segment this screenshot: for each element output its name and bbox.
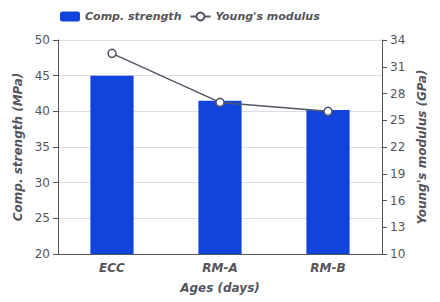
svg-text:Comp. strength (MPa): Comp. strength (MPa) — [11, 73, 25, 221]
svg-text:31: 31 — [390, 60, 405, 74]
svg-text:Young's modulus: Young's modulus — [215, 10, 320, 23]
svg-text:ECC: ECC — [99, 261, 125, 275]
svg-text:20: 20 — [35, 247, 50, 261]
svg-text:22: 22 — [390, 140, 405, 154]
svg-text:16: 16 — [390, 194, 405, 208]
svg-text:RM-B: RM-B — [310, 261, 345, 275]
svg-text:10: 10 — [390, 247, 405, 261]
svg-text:50: 50 — [35, 33, 50, 47]
svg-text:Ages (days): Ages (days) — [179, 281, 260, 295]
svg-text:35: 35 — [35, 140, 50, 154]
svg-text:25: 25 — [35, 211, 50, 225]
svg-text:Comp. strength: Comp. strength — [85, 10, 182, 23]
svg-text:34: 34 — [390, 33, 405, 47]
svg-text:Young's modulus (GPa): Young's modulus (GPa) — [415, 70, 429, 225]
svg-text:19: 19 — [390, 167, 405, 181]
svg-text:25: 25 — [390, 113, 405, 127]
svg-text:45: 45 — [35, 69, 50, 83]
svg-text:13: 13 — [390, 220, 405, 234]
svg-text:28: 28 — [390, 87, 405, 101]
svg-text:40: 40 — [35, 104, 50, 118]
svg-text:RM-A: RM-A — [202, 261, 237, 275]
svg-text:30: 30 — [35, 176, 50, 190]
